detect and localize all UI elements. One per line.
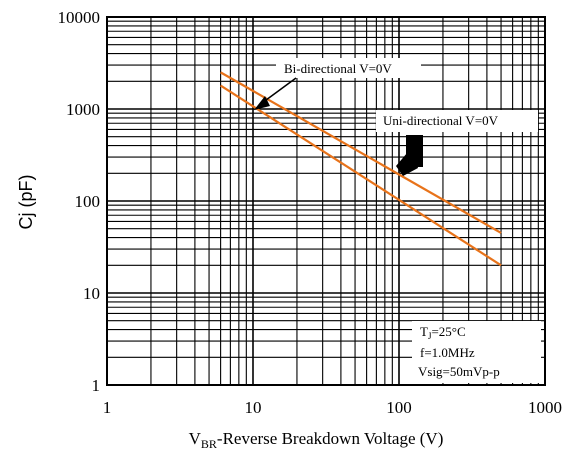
y-axis-label: Cj (pF): [16, 175, 36, 230]
bi-label-text: Bi-directional V=0V: [284, 61, 392, 76]
conditions-box: [412, 321, 541, 383]
y-tick-label: 10: [83, 284, 100, 303]
tick-labels: 1 10 100 1000 1 10 100 1000 10000: [58, 8, 563, 417]
x-axis-label-rest: -Reverse Breakdown Voltage (V): [217, 429, 443, 448]
bi-arrow-line: [261, 77, 297, 104]
y-tick-label: 10000: [58, 8, 101, 27]
condition-freq: f=1.0MHz: [420, 345, 475, 360]
uni-directional-annotation: Uni-directional V=0V: [376, 110, 538, 176]
y-tick-label: 1: [92, 376, 101, 395]
bi-directional-annotation: Bi-directional V=0V: [254, 58, 421, 110]
uni-label-box: [376, 110, 538, 132]
test-conditions: TJ=25°C f=1.0MHz Vsig=50mVp-p: [412, 321, 541, 383]
x-tick-label: 100: [386, 398, 412, 417]
x-axis-label: VBR-Reverse Breakdown Voltage (V): [189, 429, 444, 450]
condition-tj-rest: =25°C: [431, 324, 465, 339]
series-line-bi-directional: [220, 71, 502, 234]
x-axis-label-sub: BR: [201, 437, 217, 450]
x-tick-label: 1: [103, 398, 112, 417]
x-axis-label-main: V: [189, 429, 202, 448]
x-tick-label: 10: [245, 398, 262, 417]
condition-tj: TJ=25°C: [420, 324, 466, 341]
y-tick-label: 1000: [66, 100, 100, 119]
condition-tj-sub: J: [428, 331, 432, 341]
uni-arrow-head: [396, 146, 418, 176]
x-tick-label: 1000: [528, 398, 562, 417]
condition-tj-main: T: [420, 324, 428, 339]
series-line-uni-directional: [220, 84, 502, 267]
condition-vsig: Vsig=50mVp-p: [418, 364, 500, 379]
plot-frame: [106, 16, 546, 386]
uni-label-text: Uni-directional V=0V: [383, 113, 499, 128]
y-tick-label: 100: [75, 192, 101, 211]
bi-label-box: [276, 58, 421, 78]
bi-arrow-head: [254, 96, 270, 110]
